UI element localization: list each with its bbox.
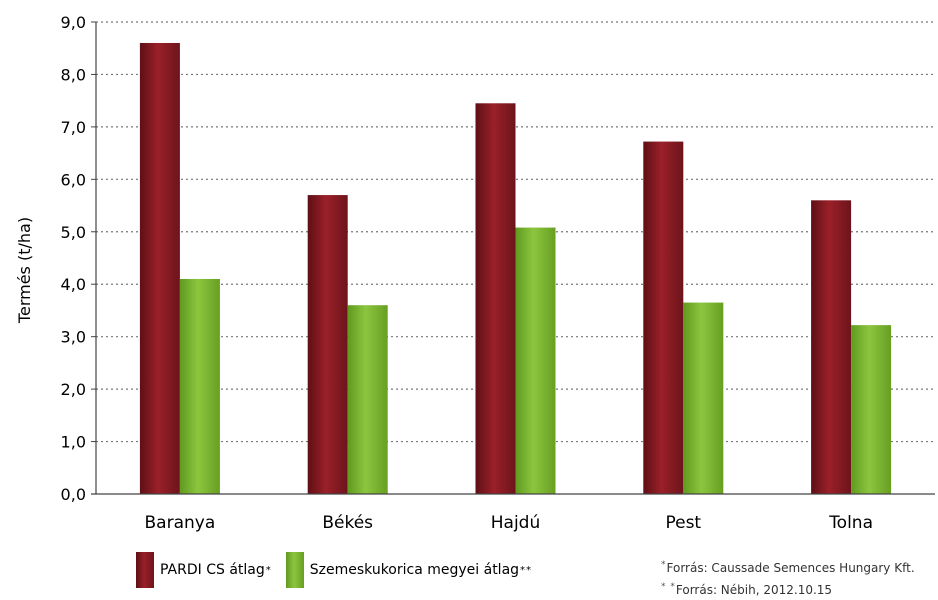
bar-pardi <box>139 42 180 494</box>
legend-item-megyei: Szemeskukorica megyei átlag ** <box>285 552 533 588</box>
legend-item-pardi: PARDI CS átlag * <box>136 552 272 588</box>
bar-pardi <box>475 103 516 495</box>
legend-label-megyei: Szemeskukorica megyei átlag <box>309 562 520 578</box>
bar-pardi <box>643 141 684 494</box>
legend-swatch-pardi <box>136 552 154 588</box>
y-tick-label: 2,0 <box>61 380 86 399</box>
y-tick-label: 9,0 <box>61 13 86 32</box>
x-tick-label: Baranya <box>145 513 216 533</box>
y-axis-label: Termés (t/ha) <box>15 217 34 324</box>
y-tick-label: 8,0 <box>61 65 86 84</box>
y-tick-label: 4,0 <box>61 275 86 294</box>
y-tick-label: 5,0 <box>61 223 86 242</box>
x-tick-label: Tolna <box>828 513 873 533</box>
y-tick-label: 0,0 <box>61 485 86 504</box>
y-tick-label: 7,0 <box>61 118 86 137</box>
x-tick-label: Hajdú <box>491 513 541 533</box>
legend-marker-megyei: ** <box>520 564 533 576</box>
legend-marker-pardi: * <box>265 564 272 576</box>
bar-megyei <box>683 302 724 494</box>
source-note-2: * *Forrás: Nébih, 2012.10.15 <box>661 582 833 597</box>
bars <box>139 42 892 495</box>
legend: PARDI CS átlag * Szemeskukorica megyei át… <box>136 552 546 588</box>
y-tick-label: 3,0 <box>61 328 86 347</box>
x-tick-label: Békés <box>322 513 373 533</box>
source-notes: *Forrás: Caussade Semences Hungary Kft. … <box>660 556 915 600</box>
source-note-1: *Forrás: Caussade Semences Hungary Kft. <box>661 560 915 575</box>
y-tick-label: 6,0 <box>61 170 86 189</box>
bar-megyei <box>851 325 892 494</box>
bar-pardi <box>307 195 348 495</box>
bar-megyei <box>515 227 556 495</box>
bar-pardi <box>811 200 852 495</box>
bar-megyei <box>179 278 220 494</box>
y-tick-label: 1,0 <box>61 433 86 452</box>
x-tick-label: Pest <box>665 513 701 533</box>
legend-label-pardi: PARDI CS átlag <box>160 562 265 578</box>
axes: 0,0 1,0 2,0 3,0 4,0 5,0 6,0 7,0 8,0 9,0 Baranya Bék… <box>61 13 935 533</box>
legend-swatch-megyei <box>285 552 304 588</box>
bar-megyei <box>347 305 388 494</box>
